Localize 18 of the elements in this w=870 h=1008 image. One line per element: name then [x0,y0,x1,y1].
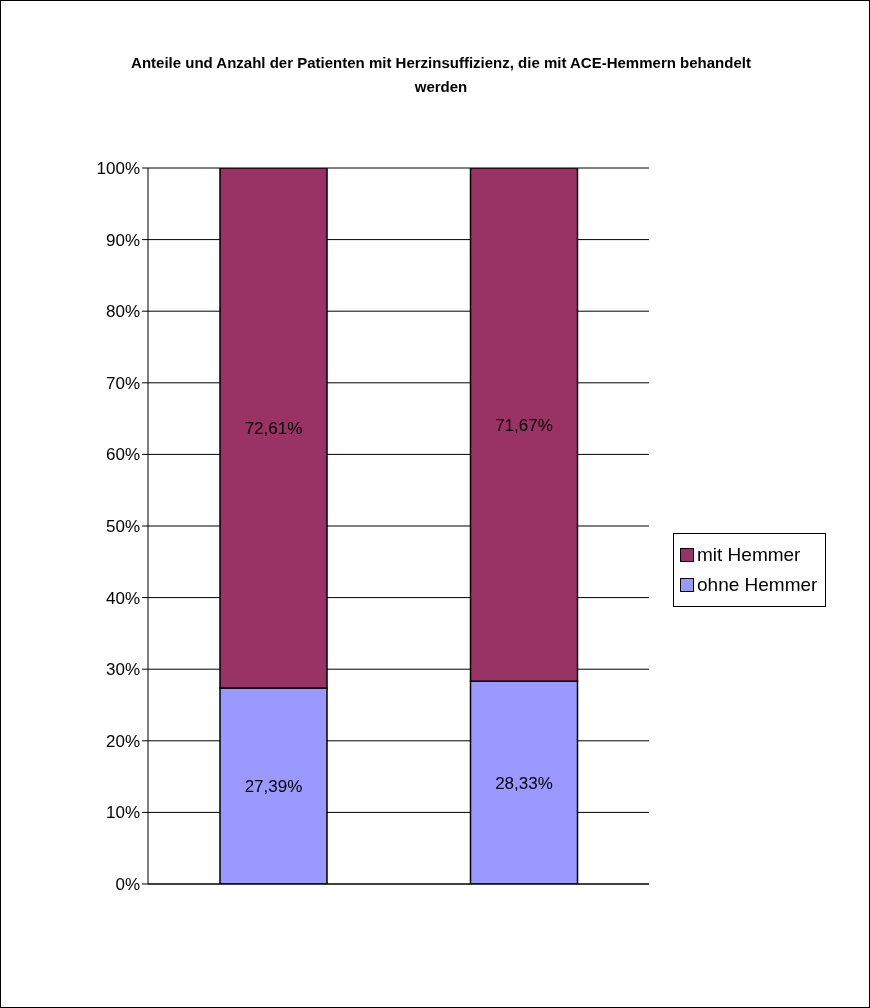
legend-label: ohne Hemmer [697,573,818,597]
y-tick-label: 100% [96,159,140,179]
data-label: 27,39% [244,776,303,796]
chart-title: Anteile und Anzahl der Patienten mit Herzinsuffizienz, die mit ACE-Hemmern behandelt werden [130,53,752,97]
y-tick-label: 90% [105,230,140,250]
data-label: 71,67% [495,415,553,435]
y-tick-label: 20% [105,731,140,751]
y-tick-label: 50% [105,517,140,537]
y-tick-label: 0% [115,875,140,895]
y-tick-label: 30% [105,660,140,680]
y-tick-label: 80% [105,302,140,322]
y-tick-label: 60% [105,445,140,465]
y-tick-label: 40% [105,588,140,608]
y-tick-label: 10% [105,803,140,823]
data-label: 72,61% [244,418,303,438]
y-tick-label: 70% [105,373,140,393]
data-label: 28,33% [495,773,553,793]
legend-label: mit Hemmer [697,543,801,567]
